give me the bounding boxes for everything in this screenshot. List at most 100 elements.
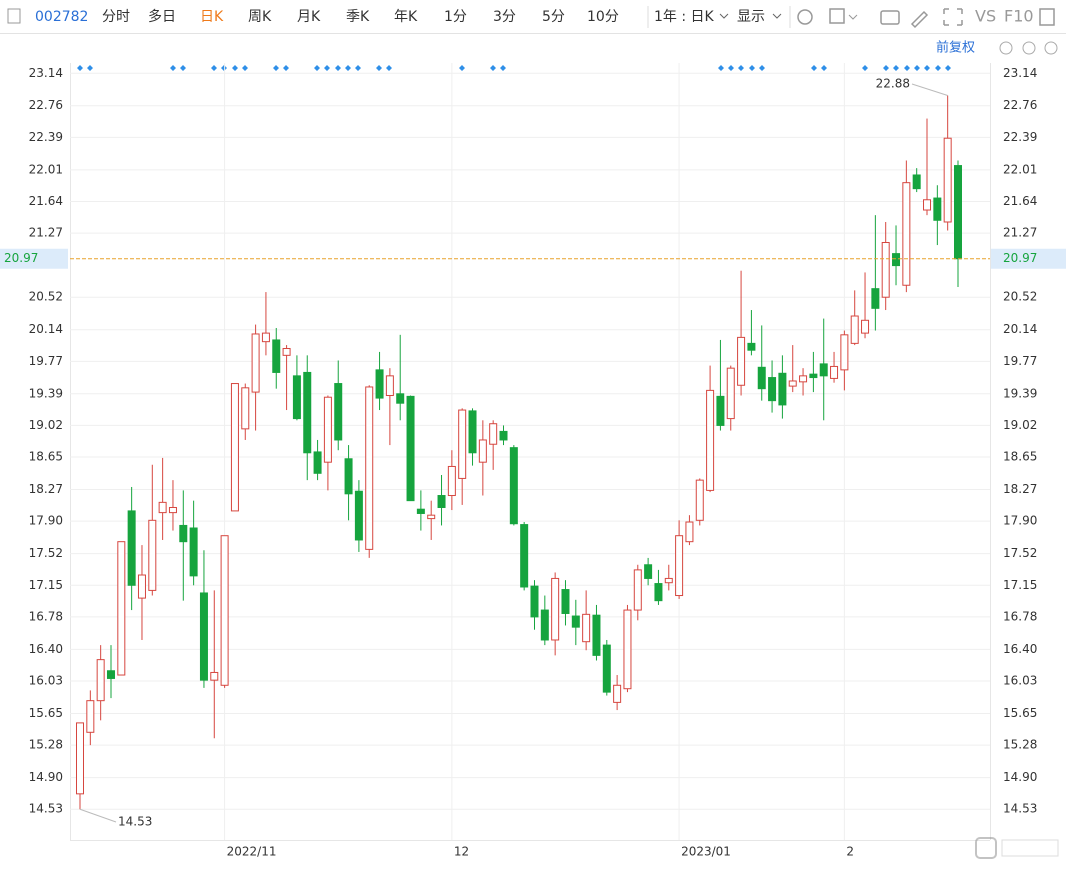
candle-body [447, 465, 456, 497]
y-tick-label: 21.27 [29, 226, 63, 240]
watermark [975, 837, 1059, 859]
candle-body [912, 174, 921, 190]
y-tick-label: 14.90 [29, 770, 63, 784]
candle-body [292, 375, 301, 420]
fullscreen-icon[interactable] [943, 8, 963, 26]
y-tick-label-right: 16.78 [1003, 609, 1037, 623]
candle-body [272, 339, 281, 373]
y-tick-label-right: 20.52 [1003, 290, 1037, 304]
candle-body [726, 367, 735, 420]
y-tick-label-right: 21.64 [1003, 194, 1037, 208]
candle-body [954, 165, 962, 260]
camera-icon[interactable] [880, 10, 900, 25]
candle-body [819, 363, 828, 377]
candle-body [416, 508, 425, 514]
candle-body [509, 447, 518, 525]
candle-body [375, 369, 384, 399]
last-price-box [991, 248, 1066, 269]
candle-body [768, 377, 777, 402]
x-tick-label: 2023/01 [681, 845, 731, 859]
period-tab[interactable]: 10分 [587, 9, 619, 25]
y-tick-label: 18.27 [29, 482, 63, 496]
period-tab[interactable]: 日K [200, 9, 224, 25]
box-icon[interactable] [829, 8, 845, 24]
candle-body [685, 521, 694, 543]
settings-icon[interactable] [797, 9, 813, 25]
candle-body [871, 288, 880, 309]
candle-body [210, 671, 219, 681]
y-tick-label-right: 15.28 [1003, 738, 1037, 752]
period-tab[interactable]: 周K [248, 9, 272, 25]
candle-body [427, 514, 436, 520]
chevron [719, 13, 729, 19]
candle-body [323, 396, 332, 463]
vs-button[interactable]: VS [975, 7, 996, 26]
candle-body [778, 372, 787, 406]
candle-body [220, 535, 229, 686]
candle-body [313, 451, 322, 474]
candle-body [437, 495, 446, 508]
y-tick-label: 16.40 [29, 642, 63, 656]
y-tick-label: 15.65 [29, 706, 63, 720]
period-tab[interactable]: 年K [394, 9, 418, 25]
y-tick-label: 16.03 [29, 674, 63, 688]
candle-body [695, 479, 704, 521]
zoom-in-icon[interactable] [1044, 41, 1058, 55]
y-tick-label-right: 16.40 [1003, 642, 1037, 656]
toolbar-bg [0, 0, 1066, 33]
panel-icon[interactable] [1039, 8, 1055, 26]
candle-body [478, 439, 487, 463]
y-tick-label-right: 22.76 [1003, 98, 1037, 112]
period-tab[interactable]: 3分 [493, 9, 516, 25]
candle-body [840, 334, 849, 371]
period-tab[interactable]: 分时 [102, 9, 130, 25]
chevron [772, 13, 782, 19]
display-select[interactable]: 显示 [737, 9, 765, 25]
zoom-out-icon[interactable] [1022, 41, 1036, 55]
y-tick-label-right: 17.52 [1003, 546, 1037, 560]
y-tick-label-right: 22.01 [1003, 162, 1037, 176]
candle-body [892, 253, 901, 267]
y-tick-label: 18.65 [29, 450, 63, 464]
period-tab[interactable]: 5分 [542, 9, 565, 25]
last-price-label-right: 20.97 [1003, 251, 1037, 265]
f10-button[interactable]: F10 [1004, 7, 1034, 26]
y-tick-label: 20.52 [29, 290, 63, 304]
candle-body [881, 242, 890, 298]
candle-body [737, 336, 746, 386]
undo-icon[interactable] [999, 41, 1013, 55]
candle-body [499, 430, 508, 441]
period-tab[interactable]: 多日 [148, 8, 176, 25]
y-tick-label-right: 19.02 [1003, 418, 1037, 432]
candle-body [189, 527, 198, 577]
symbol[interactable]: 002782 [35, 9, 88, 25]
y-tick-label: 16.78 [29, 609, 63, 623]
period-tab[interactable]: 月K [297, 9, 321, 25]
candle-body [571, 615, 580, 628]
y-tick-label: 22.01 [29, 162, 63, 176]
candle-body [396, 393, 405, 404]
candle-body [96, 659, 105, 702]
y-tick-label-right: 17.90 [1003, 514, 1037, 528]
candle-body [933, 197, 942, 221]
period-tab[interactable]: 1分 [444, 9, 467, 25]
y-tick-label-right: 19.39 [1003, 386, 1037, 400]
checkbox[interactable] [7, 8, 21, 24]
y-tick-label-right: 20.14 [1003, 322, 1037, 336]
pen-icon[interactable] [910, 10, 929, 29]
candle-body [127, 510, 136, 586]
y-tick-label: 21.64 [29, 194, 63, 208]
range-select[interactable]: 1年 : 日K [654, 9, 715, 25]
adjust-mode[interactable]: 前复权 [936, 40, 975, 56]
signal-markers [77, 65, 951, 71]
candle-body [561, 589, 570, 614]
y-tick-label: 17.52 [29, 546, 63, 560]
period-tab[interactable]: 季K [346, 9, 370, 25]
candle-body [654, 583, 663, 602]
y-tick-label: 19.02 [29, 418, 63, 432]
y-tick-label: 17.15 [29, 578, 63, 592]
candle-body [582, 613, 591, 643]
y-tick-label-right: 14.90 [1003, 770, 1037, 784]
min-label: 14.53 [118, 815, 152, 829]
y-tick-label: 14.53 [29, 802, 63, 816]
